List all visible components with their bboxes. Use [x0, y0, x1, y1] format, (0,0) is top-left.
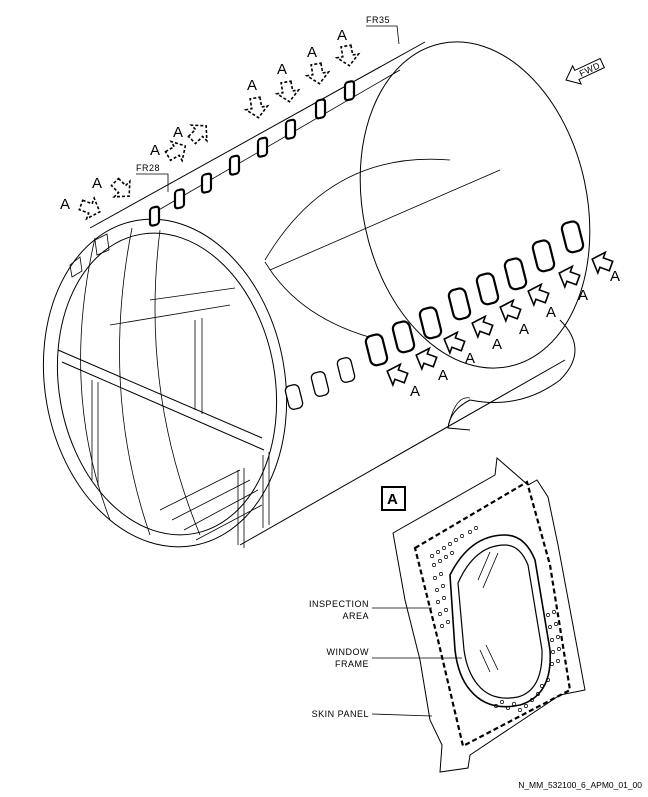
view-arrow-icon	[591, 250, 614, 276]
detail-a-tag: A	[381, 486, 406, 511]
inspection-area-label-line1: INSPECTION	[309, 599, 369, 609]
upper-window-row	[148, 80, 356, 227]
drawing-reference: N_MM_532100_6_APM0_01_00	[518, 780, 642, 790]
view-letter: A	[337, 27, 347, 44]
fastener-pattern	[430, 526, 561, 712]
forward-arrow-icon	[565, 57, 606, 85]
fuselage-cross-section	[42, 218, 288, 548]
view-letter: A	[173, 124, 183, 141]
view-arrow-icon	[443, 330, 466, 356]
view-letter: A	[150, 142, 160, 159]
view-arrow-icon	[110, 177, 131, 198]
view-arrow-icon	[164, 140, 187, 163]
view-arrow-icon	[187, 124, 208, 145]
view-arrow-icon	[78, 195, 101, 221]
forward-label: FWD	[578, 60, 602, 78]
view-arrow-icon	[243, 96, 270, 119]
view-letter: A	[410, 383, 420, 400]
view-letters: A A A A A A A A A A A A A A A A	[60, 27, 620, 400]
view-letter: A	[307, 44, 317, 61]
upper-view-arrows	[78, 44, 361, 221]
view-letter: A	[610, 268, 620, 285]
view-letter: A	[247, 77, 257, 94]
view-letter: A	[277, 61, 287, 78]
detail-a-labels: INSPECTION AREA WINDOW FRAME SKIN PANEL	[309, 599, 369, 719]
view-letter: A	[519, 321, 529, 338]
view-arrow-icon	[471, 314, 494, 340]
view-arrow-icon	[386, 362, 409, 388]
window-pane	[457, 544, 543, 699]
view-arrow-icon	[527, 282, 550, 308]
view-arrow-icon	[274, 80, 301, 103]
window-frame-label-line1: WINDOW	[327, 647, 370, 657]
inspection-area-outline	[413, 480, 572, 748]
view-letter: A	[492, 336, 502, 353]
frame-callouts: FR35 FR28	[136, 15, 400, 192]
detail-a-label: A	[387, 491, 398, 508]
view-letter: A	[60, 196, 70, 213]
view-arrow-icon	[499, 298, 522, 324]
view-arrow-icon	[304, 62, 331, 85]
forward-arrow: FWD	[565, 57, 606, 85]
view-letter: A	[438, 367, 448, 384]
frame-fr28-label: FR28	[136, 163, 160, 173]
fuselage-barrel	[89, 41, 591, 546]
detail-a-view	[371, 457, 586, 773]
lower-window-row	[284, 220, 585, 410]
skin-panel-label: SKIN PANEL	[312, 709, 369, 719]
view-letter: A	[578, 287, 588, 304]
view-arrow-icon	[558, 264, 581, 290]
view-letter: A	[465, 350, 475, 367]
view-arrow-icon	[415, 346, 438, 372]
view-letter: A	[92, 175, 102, 192]
inspection-area-label-line2: AREA	[342, 611, 369, 621]
lower-view-arrows	[386, 250, 614, 388]
view-arrow-icon	[334, 44, 361, 67]
window-frame-label-line2: FRAME	[335, 659, 369, 669]
view-letter: A	[546, 304, 556, 321]
frame-fr35-label: FR35	[366, 15, 390, 25]
